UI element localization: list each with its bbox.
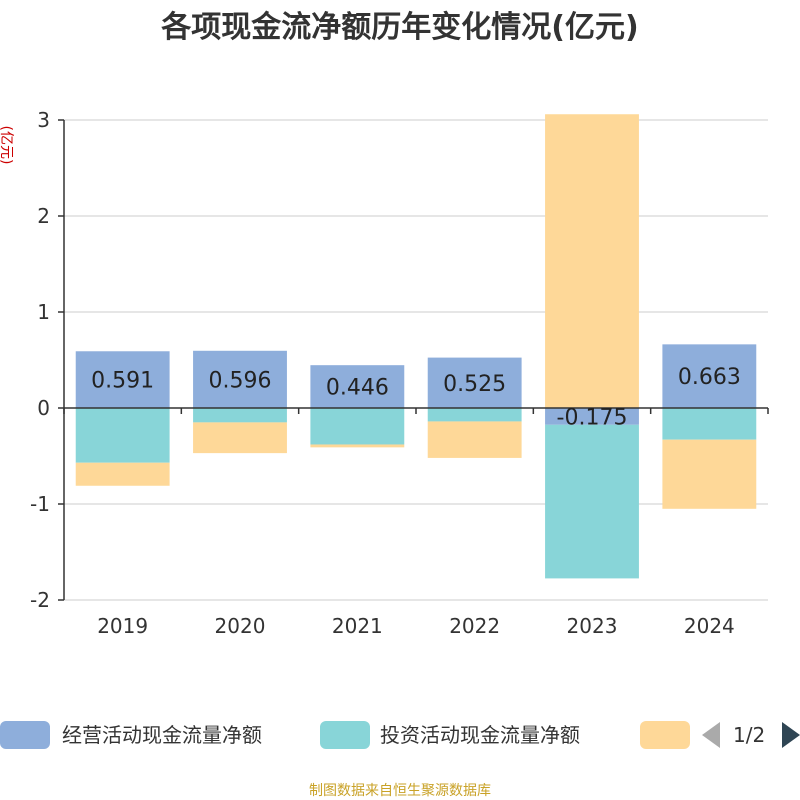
- legend-page-indicator: 1/2: [733, 723, 765, 747]
- bar-series-3-2019: [75, 462, 170, 486]
- bar-series-3-2021: [310, 444, 405, 448]
- bar-series-2-2019: [75, 408, 170, 463]
- legend-prev-page-icon[interactable]: [702, 722, 720, 748]
- gridlines: [64, 119, 768, 601]
- bar-series-1-2022: [427, 357, 522, 408]
- bar-series-2-2022: [427, 408, 522, 422]
- data-labels: 0.591 0.596 0.446 0.525 -0.175 0.663: [91, 365, 741, 430]
- x-tick-label: 2024: [684, 614, 735, 638]
- data-label-2022: 0.525: [443, 372, 506, 397]
- chart-title: 各项现金流净额历年变化情况(亿元): [160, 10, 638, 45]
- bar-series-3-2023: [545, 114, 639, 409]
- legend-label-1[interactable]: 经营活动现金流量净额: [62, 723, 262, 747]
- legend-next-page-icon[interactable]: [782, 722, 800, 748]
- x-tick-label: 2022: [449, 614, 500, 638]
- data-label-2019: 0.591: [91, 369, 154, 394]
- y-tick-label: -2: [30, 588, 50, 612]
- axes: 3 2 1 0 -1 -2 2019 2020 2021 2022 2023 2024: [30, 108, 769, 638]
- y-tick-label: -1: [30, 492, 50, 516]
- legend: 经营活动现金流量净额 投资活动现金流量净额 1/2: [0, 721, 800, 749]
- bar-series-1-2024: [662, 344, 757, 408]
- y-tick-label: 1: [37, 300, 50, 324]
- bar-series-1-2023: [545, 408, 639, 425]
- y-tick-label: 3: [37, 108, 50, 132]
- bar-series-1-2019: [75, 351, 170, 408]
- data-label-2020: 0.596: [209, 368, 272, 393]
- y-tick-label: 0: [37, 396, 50, 420]
- legend-swatch-1[interactable]: [0, 721, 50, 749]
- x-tick-label: 2021: [332, 614, 383, 638]
- bar-series-1-2020: [193, 350, 287, 408]
- bars: [75, 114, 757, 579]
- data-source-note: 制图数据来自恒生聚源数据库: [309, 783, 491, 799]
- x-tick-label: 2020: [215, 614, 266, 638]
- legend-label-2[interactable]: 投资活动现金流量净额: [380, 723, 580, 747]
- bar-series-3-2024: [662, 439, 757, 509]
- y-axis-label: (亿元): [0, 126, 14, 165]
- legend-swatch-2[interactable]: [320, 721, 370, 749]
- y-tick-label: 2: [37, 204, 50, 228]
- x-tick-label: 2019: [97, 614, 148, 638]
- bar-series-3-2022: [427, 421, 522, 458]
- bar-series-2-2024: [662, 408, 757, 440]
- data-label-2021: 0.446: [326, 376, 389, 401]
- bar-series-2-2020: [193, 408, 287, 423]
- legend-swatch-3[interactable]: [640, 721, 690, 749]
- x-tick-label: 2023: [567, 614, 618, 638]
- data-label-2023: -0.175: [557, 405, 628, 430]
- bar-series-1-2021: [310, 365, 405, 408]
- bar-series-2-2023: [545, 424, 639, 579]
- bar-series-3-2020: [193, 422, 287, 454]
- data-label-2024: 0.663: [678, 365, 741, 390]
- bar-series-2-2021: [310, 408, 405, 445]
